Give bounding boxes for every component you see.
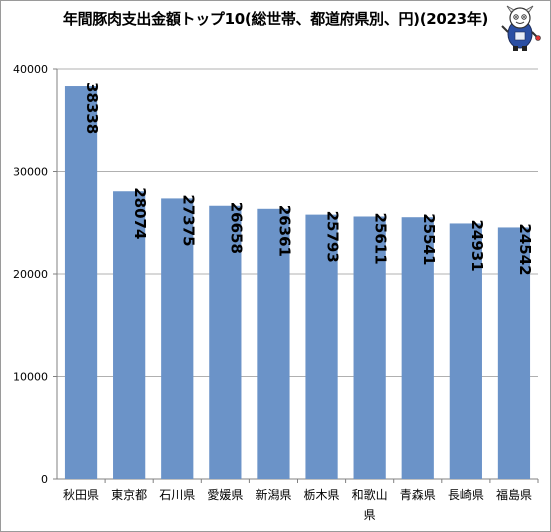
- data-label: 28074: [131, 187, 149, 239]
- bar: [113, 191, 146, 479]
- x-tick-label: 長崎県: [448, 488, 484, 502]
- x-tick-label: 新潟県: [255, 487, 291, 502]
- x-tick-label: 和歌山: [352, 487, 388, 502]
- bar: [497, 227, 531, 479]
- bar: [401, 217, 434, 479]
- bar: [353, 216, 386, 479]
- x-tick-label: 東京都: [111, 488, 147, 502]
- x-tick-label: 石川県: [159, 488, 195, 502]
- bar: [161, 198, 194, 479]
- data-label: 27375: [179, 194, 197, 246]
- x-tick-label-continued: 県: [364, 508, 376, 522]
- y-tick-label: 0: [41, 473, 48, 486]
- bar: [257, 208, 290, 479]
- y-tick-label: 20000: [13, 268, 48, 281]
- data-label: 25793: [324, 211, 342, 263]
- data-label: 25541: [420, 213, 438, 265]
- data-label: 26658: [227, 202, 245, 254]
- data-label: 24931: [468, 219, 486, 271]
- data-label: 25611: [372, 212, 390, 264]
- x-tick-label: 愛媛県: [207, 488, 243, 502]
- y-tick-label: 40000: [13, 63, 48, 76]
- chart-title: 年間豚肉支出金額トップ10(総世帯、都道府県別、円)(2023年): [62, 10, 489, 28]
- data-label: 26361: [275, 205, 293, 257]
- bar: [305, 214, 338, 479]
- cartoon-mascot-icon: [501, 5, 541, 51]
- data-label: 38338: [83, 82, 101, 134]
- bar: [209, 205, 242, 479]
- y-tick-label: 10000: [13, 371, 48, 384]
- y-tick-label: 30000: [13, 166, 48, 179]
- x-tick-label: 福島県: [496, 487, 532, 502]
- x-tick-label: 青森県: [400, 487, 436, 502]
- bar: [449, 223, 482, 479]
- data-label: 24542: [516, 223, 534, 275]
- bar: [64, 86, 98, 480]
- x-tick-label: 栃木県: [304, 488, 340, 502]
- x-tick-label: 秋田県: [63, 488, 99, 502]
